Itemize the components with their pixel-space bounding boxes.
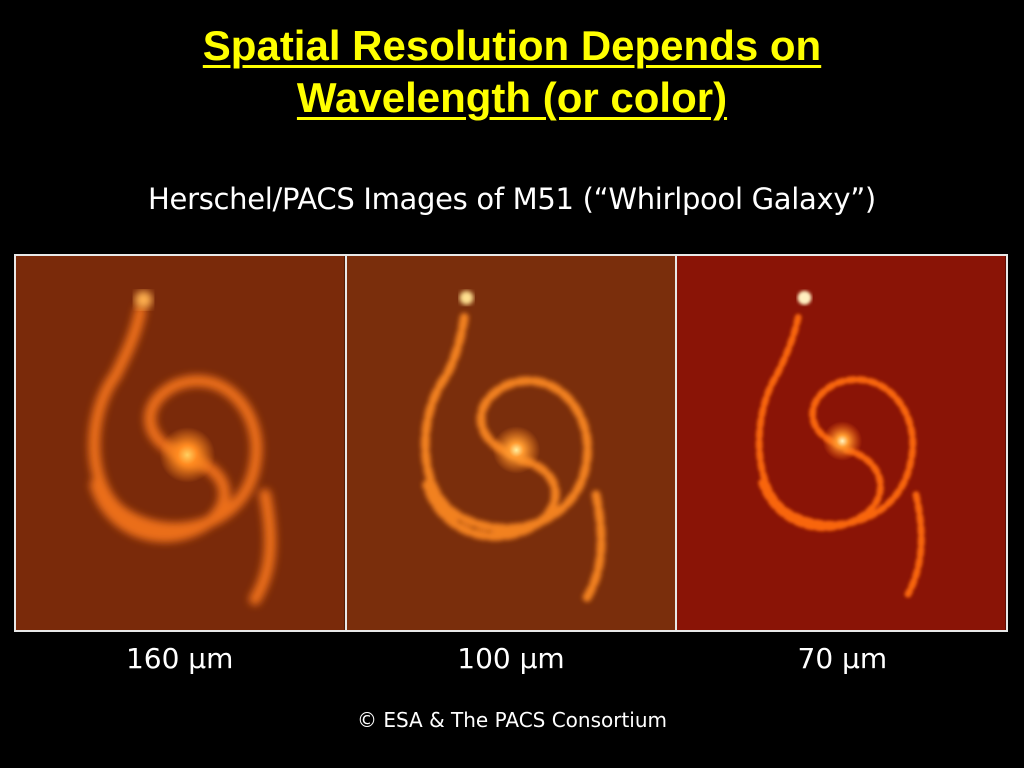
slide-subtitle: Herschel/PACS Images of M51 (“Whirlpool … [148,182,876,216]
label-160um: 160 µm [125,642,234,675]
galaxy-image-160um [16,256,345,630]
title-line-1: Spatial Resolution Depends on [202,22,822,69]
galaxy-image-70um [675,256,1007,630]
galaxy-100um-picture [346,256,676,630]
title-line-2: Wavelength (or color) [296,74,728,121]
galaxy-image-strip [14,254,1008,632]
galaxy-image-100um [344,256,676,630]
image-credit: © ESA & The PACS Consortium [356,708,668,732]
label-70um: 70 µm [797,642,888,675]
wavelength-labels: 160 µm 100 µm 70 µm [14,642,1008,675]
slide-title: Spatial Resolution Depends on Wavelength… [0,20,1024,124]
galaxy-160um-picture [16,256,345,630]
galaxy-70um-picture [677,256,1007,630]
label-100um: 100 µm [457,642,565,675]
